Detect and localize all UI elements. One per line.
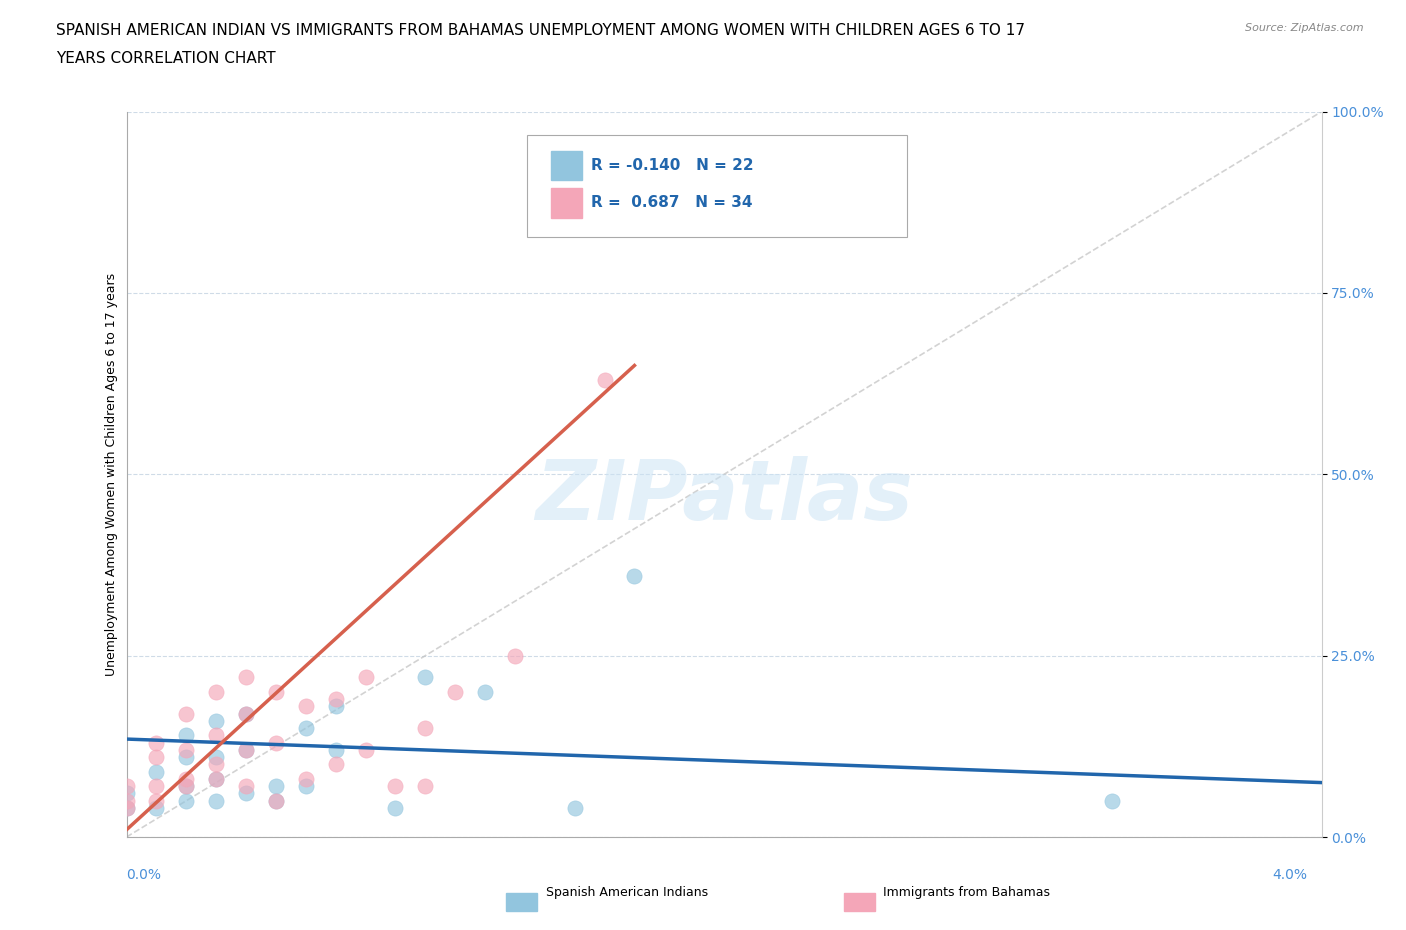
Point [174,728,197,743]
Point [264,793,287,808]
Point [205,728,228,743]
Text: Immigrants from Bahamas: Immigrants from Bahamas [883,886,1050,899]
Point [115,801,138,816]
Point [623,568,645,583]
Point [264,778,287,793]
Point [145,801,167,816]
Point [235,706,257,721]
Point [264,684,287,699]
Text: 0.0%: 0.0% [127,868,162,882]
Point [174,793,197,808]
Point [174,778,197,793]
Text: Spanish American Indians: Spanish American Indians [546,886,707,899]
Point [174,778,197,793]
Point [205,757,228,772]
Point [1101,793,1123,808]
Point [205,750,228,764]
Point [264,736,287,751]
Point [503,648,526,663]
Point [294,699,316,714]
Point [325,699,347,714]
Point [474,684,496,699]
Point [145,750,167,764]
Text: Source: ZipAtlas.com: Source: ZipAtlas.com [1246,23,1364,33]
Point [115,786,138,801]
Point [294,778,316,793]
Point [145,764,167,779]
Point [145,736,167,751]
Point [235,670,257,684]
Point [264,793,287,808]
Text: ZIPatlas: ZIPatlas [536,456,912,537]
Point [384,801,406,816]
Point [325,742,347,757]
Point [413,670,436,684]
Point [115,801,138,816]
Point [235,786,257,801]
Point [145,793,167,808]
Point [294,721,316,736]
Point [413,778,436,793]
Point [444,684,467,699]
Point [115,778,138,793]
Text: YEARS CORRELATION CHART: YEARS CORRELATION CHART [56,51,276,66]
Point [115,793,138,808]
Point [205,793,228,808]
Y-axis label: Unemployment Among Women with Children Ages 6 to 17 years: Unemployment Among Women with Children A… [105,272,118,676]
Point [354,670,377,684]
Point [235,778,257,793]
Point [325,757,347,772]
Point [593,373,616,388]
Point [174,706,197,721]
Point [205,772,228,787]
Point [354,742,377,757]
Point [205,772,228,787]
Point [235,706,257,721]
Point [235,742,257,757]
Point [564,801,586,816]
Point [235,742,257,757]
Point [174,742,197,757]
Point [145,778,167,793]
Point [294,772,316,787]
Point [174,772,197,787]
Text: R =  0.687   N = 34: R = 0.687 N = 34 [591,195,752,210]
Point [384,778,406,793]
Text: SPANISH AMERICAN INDIAN VS IMMIGRANTS FROM BAHAMAS UNEMPLOYMENT AMONG WOMEN WITH: SPANISH AMERICAN INDIAN VS IMMIGRANTS FR… [56,23,1025,38]
Point [413,721,436,736]
Text: R = -0.140   N = 22: R = -0.140 N = 22 [591,158,754,173]
Point [205,684,228,699]
Text: 4.0%: 4.0% [1272,868,1308,882]
Point [205,713,228,728]
Point [325,692,347,707]
Point [174,750,197,764]
